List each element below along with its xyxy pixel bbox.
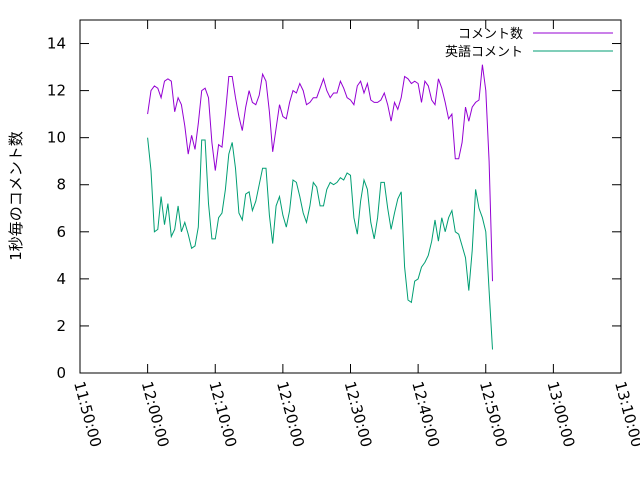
legend-label: 英語コメント [445,44,523,60]
series-line-1 [147,64,493,282]
y-tick-label: 6 [56,223,66,241]
y-tick-label: 0 [56,364,66,382]
y-axis-label: 1秒毎のコメント数 [7,131,25,261]
series-line-2 [147,137,493,350]
y-tick-label: 4 [56,270,66,288]
y-tick-label: 8 [56,176,66,194]
series-layer [147,64,493,350]
y-tick-label: 10 [47,129,66,147]
legend-label: コメント数 [458,27,523,42]
y-tick-label: 2 [56,317,66,335]
y-tick-label: 14 [47,35,66,53]
y-tick-label: 12 [47,82,66,100]
